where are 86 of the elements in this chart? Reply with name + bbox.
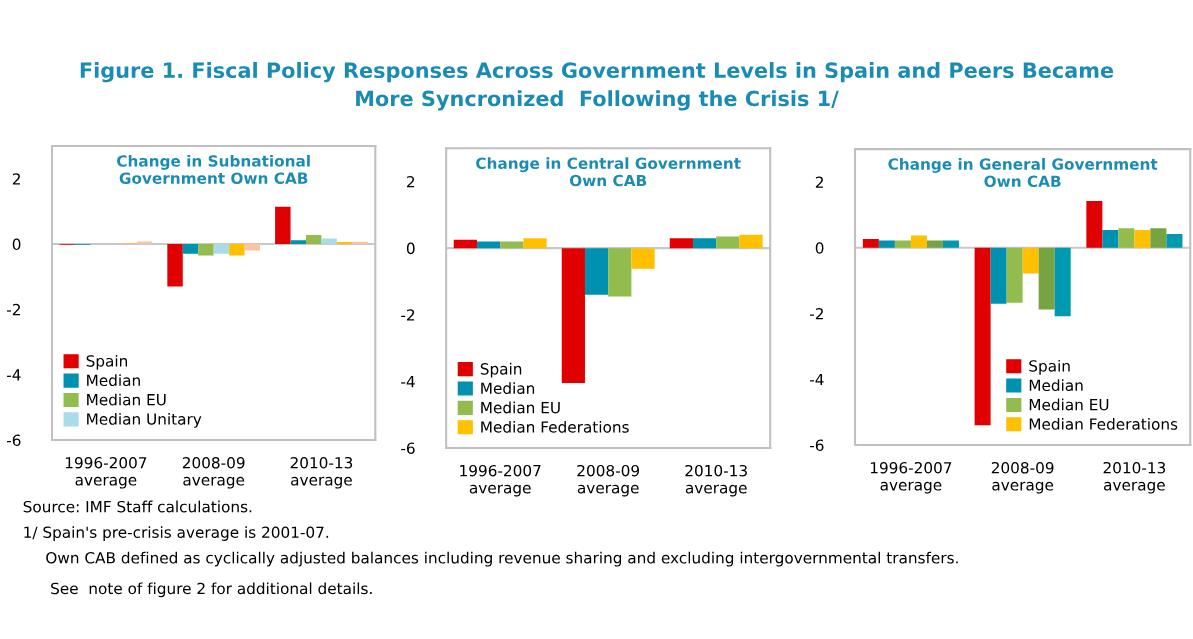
- legend-label: Median EU: [1029, 398, 1109, 411]
- text: See note of figure 2 for additional details.: [51, 582, 372, 598]
- bar: [739, 234, 763, 249]
- bar: [352, 241, 368, 245]
- y-tick-label: -4: [401, 376, 415, 388]
- x-tick-label: 1996-2007 average: [460, 464, 541, 497]
- bar: [910, 235, 927, 248]
- legend-label: Spain: [480, 362, 522, 378]
- bar: [862, 238, 879, 248]
- y-tick-label: 2: [815, 176, 823, 188]
- y-tick-label: -4: [6, 369, 21, 381]
- legend-label: Spain: [86, 354, 128, 370]
- y-tick-label: -6: [401, 442, 415, 454]
- x-tick-label: 1996-2007 average: [65, 456, 147, 489]
- text: Change in Central Government Own CAB: [476, 157, 741, 187]
- bar: [213, 244, 230, 254]
- bar: [1022, 247, 1039, 274]
- bar: [1166, 233, 1183, 248]
- y-tick-label: -2: [809, 307, 823, 320]
- bar: [476, 241, 501, 249]
- legend-label: Median EU: [87, 393, 166, 406]
- bar: [1054, 247, 1071, 317]
- bar: [716, 236, 740, 249]
- bar: [523, 238, 547, 249]
- x-tick-label: 2008-09 average: [182, 456, 245, 489]
- caption: Figure 1. Fiscal Policy Responses Across Government Levels in Spain and Peers Became More Syncronized Following the Crisis 1/: [80, 61, 1114, 111]
- y-tick-label: -2: [6, 303, 20, 316]
- x-tick-label: 2008-09 average: [577, 464, 640, 497]
- bar: [878, 240, 895, 248]
- legend-label: Spain: [1029, 359, 1070, 375]
- y-tick-label: -6: [6, 434, 21, 447]
- bar: [669, 238, 693, 249]
- bar: [894, 240, 911, 248]
- legend-label: Median: [1029, 379, 1083, 392]
- bar: [1086, 201, 1103, 248]
- x-tick-label: 2010-13 average: [1103, 461, 1166, 494]
- bar: [244, 244, 261, 251]
- bar: [1134, 230, 1151, 248]
- bar: [561, 248, 585, 384]
- legend-label: Median Unitary: [87, 413, 202, 428]
- bar: [229, 244, 245, 256]
- bar: [990, 247, 1007, 304]
- legend-label: Median Federations: [481, 420, 629, 433]
- x-tick-label: 1996-2007 average: [870, 461, 952, 494]
- text: 1/ Spain's pre-crisis average is 2001-07.: [24, 526, 329, 541]
- bar: [136, 241, 153, 245]
- bar: [692, 238, 717, 249]
- legend-label: Median: [87, 374, 140, 387]
- bar: [1150, 228, 1167, 248]
- bar: [305, 234, 322, 245]
- bar: [275, 206, 291, 245]
- text: Change in General Government Own CAB: [888, 158, 1158, 188]
- y-tick-label: 2: [407, 176, 415, 188]
- text: Own CAB defined as cyclically adjusted balances including revenue sharing and excluding intergovernmental transfers.: [46, 551, 958, 567]
- bar: [584, 248, 609, 295]
- bar: [321, 238, 337, 245]
- bar: [1006, 247, 1023, 303]
- bar: [631, 248, 655, 269]
- y-tick-label: 0: [12, 238, 21, 251]
- y-tick-label: -6: [809, 439, 824, 452]
- legend-label: Median EU: [481, 401, 560, 414]
- y-tick-label: 2: [12, 173, 20, 185]
- x-tick-label: 2008-09 average: [991, 461, 1054, 494]
- x-tick-label: 2010-13 average: [290, 456, 353, 489]
- y-tick-label: -4: [809, 373, 824, 386]
- source-note: Source: IMF Staff calculations.: [23, 500, 252, 513]
- bar: [608, 248, 632, 297]
- bar: [290, 240, 306, 245]
- bar: [500, 241, 524, 249]
- legend-label: Median: [481, 382, 535, 395]
- bar: [182, 244, 199, 254]
- bar: [167, 244, 183, 287]
- bar: [198, 244, 214, 256]
- bar: [926, 240, 943, 248]
- bar: [453, 239, 477, 249]
- y-tick-label: 0: [406, 242, 415, 255]
- legend-label: Median Federations: [1029, 417, 1178, 430]
- y-tick-label: 0: [815, 242, 824, 254]
- y-tick-label: -2: [401, 309, 415, 321]
- bar: [1102, 230, 1119, 248]
- x-tick-label: 2010-13 average: [685, 464, 747, 497]
- bar: [974, 247, 991, 426]
- text: Change in Subnational Government Own CAB: [117, 154, 310, 184]
- bar: [942, 240, 959, 248]
- bar: [1118, 228, 1135, 248]
- bar: [1038, 247, 1055, 310]
